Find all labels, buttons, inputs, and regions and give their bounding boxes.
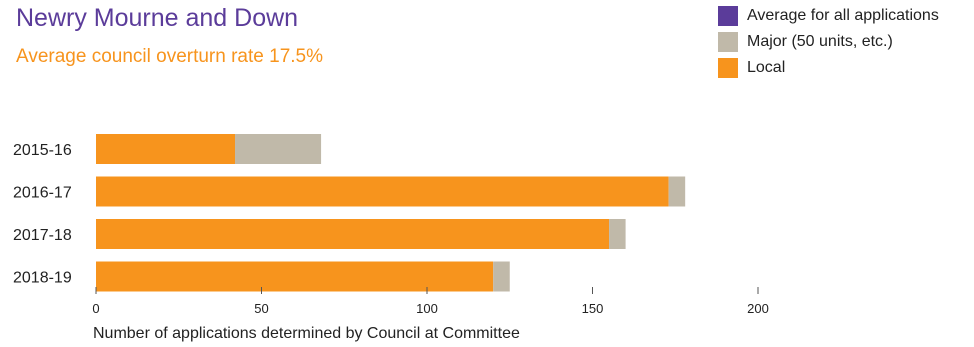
bar-major-50-units-etc — [668, 176, 686, 207]
category-label: 2015-16 — [13, 142, 72, 159]
chart-subtitle: Average council overturn rate 17.5% — [16, 46, 323, 67]
legend-swatch-major — [718, 32, 738, 52]
x-tick-label: 0 — [92, 301, 99, 316]
legend-swatch-average — [718, 6, 738, 26]
legend-label-local: Local — [747, 59, 786, 76]
legend: Average for all applications Major (50 u… — [718, 6, 939, 84]
bar-major-50-units-etc — [609, 219, 626, 249]
bar-local — [96, 134, 236, 164]
legend-item-major: Major (50 units, etc.) — [718, 32, 939, 52]
legend-swatch-local — [718, 58, 738, 78]
bar-major-50-units-etc — [493, 261, 510, 292]
category-label: 2018-19 — [13, 270, 72, 287]
legend-item-local: Local — [718, 58, 939, 78]
bar-major-50-units-etc — [235, 134, 322, 164]
category-label: 2016-17 — [13, 185, 72, 202]
x-axis-title: Number of applications determined by Cou… — [93, 325, 520, 342]
bar-local — [96, 176, 669, 207]
x-tick-label: 150 — [582, 301, 604, 316]
bar-local — [96, 219, 610, 249]
legend-label-major: Major (50 units, etc.) — [747, 33, 893, 50]
legend-item-average: Average for all applications — [718, 6, 939, 26]
chart-title: Newry Mourne and Down — [16, 4, 299, 32]
bar-local — [96, 261, 494, 292]
x-tick-label: 50 — [254, 301, 268, 316]
x-tick-label: 200 — [747, 301, 769, 316]
category-label: 2017-18 — [13, 227, 72, 244]
legend-label-average: Average for all applications — [747, 7, 939, 24]
x-tick-label: 100 — [416, 301, 438, 316]
